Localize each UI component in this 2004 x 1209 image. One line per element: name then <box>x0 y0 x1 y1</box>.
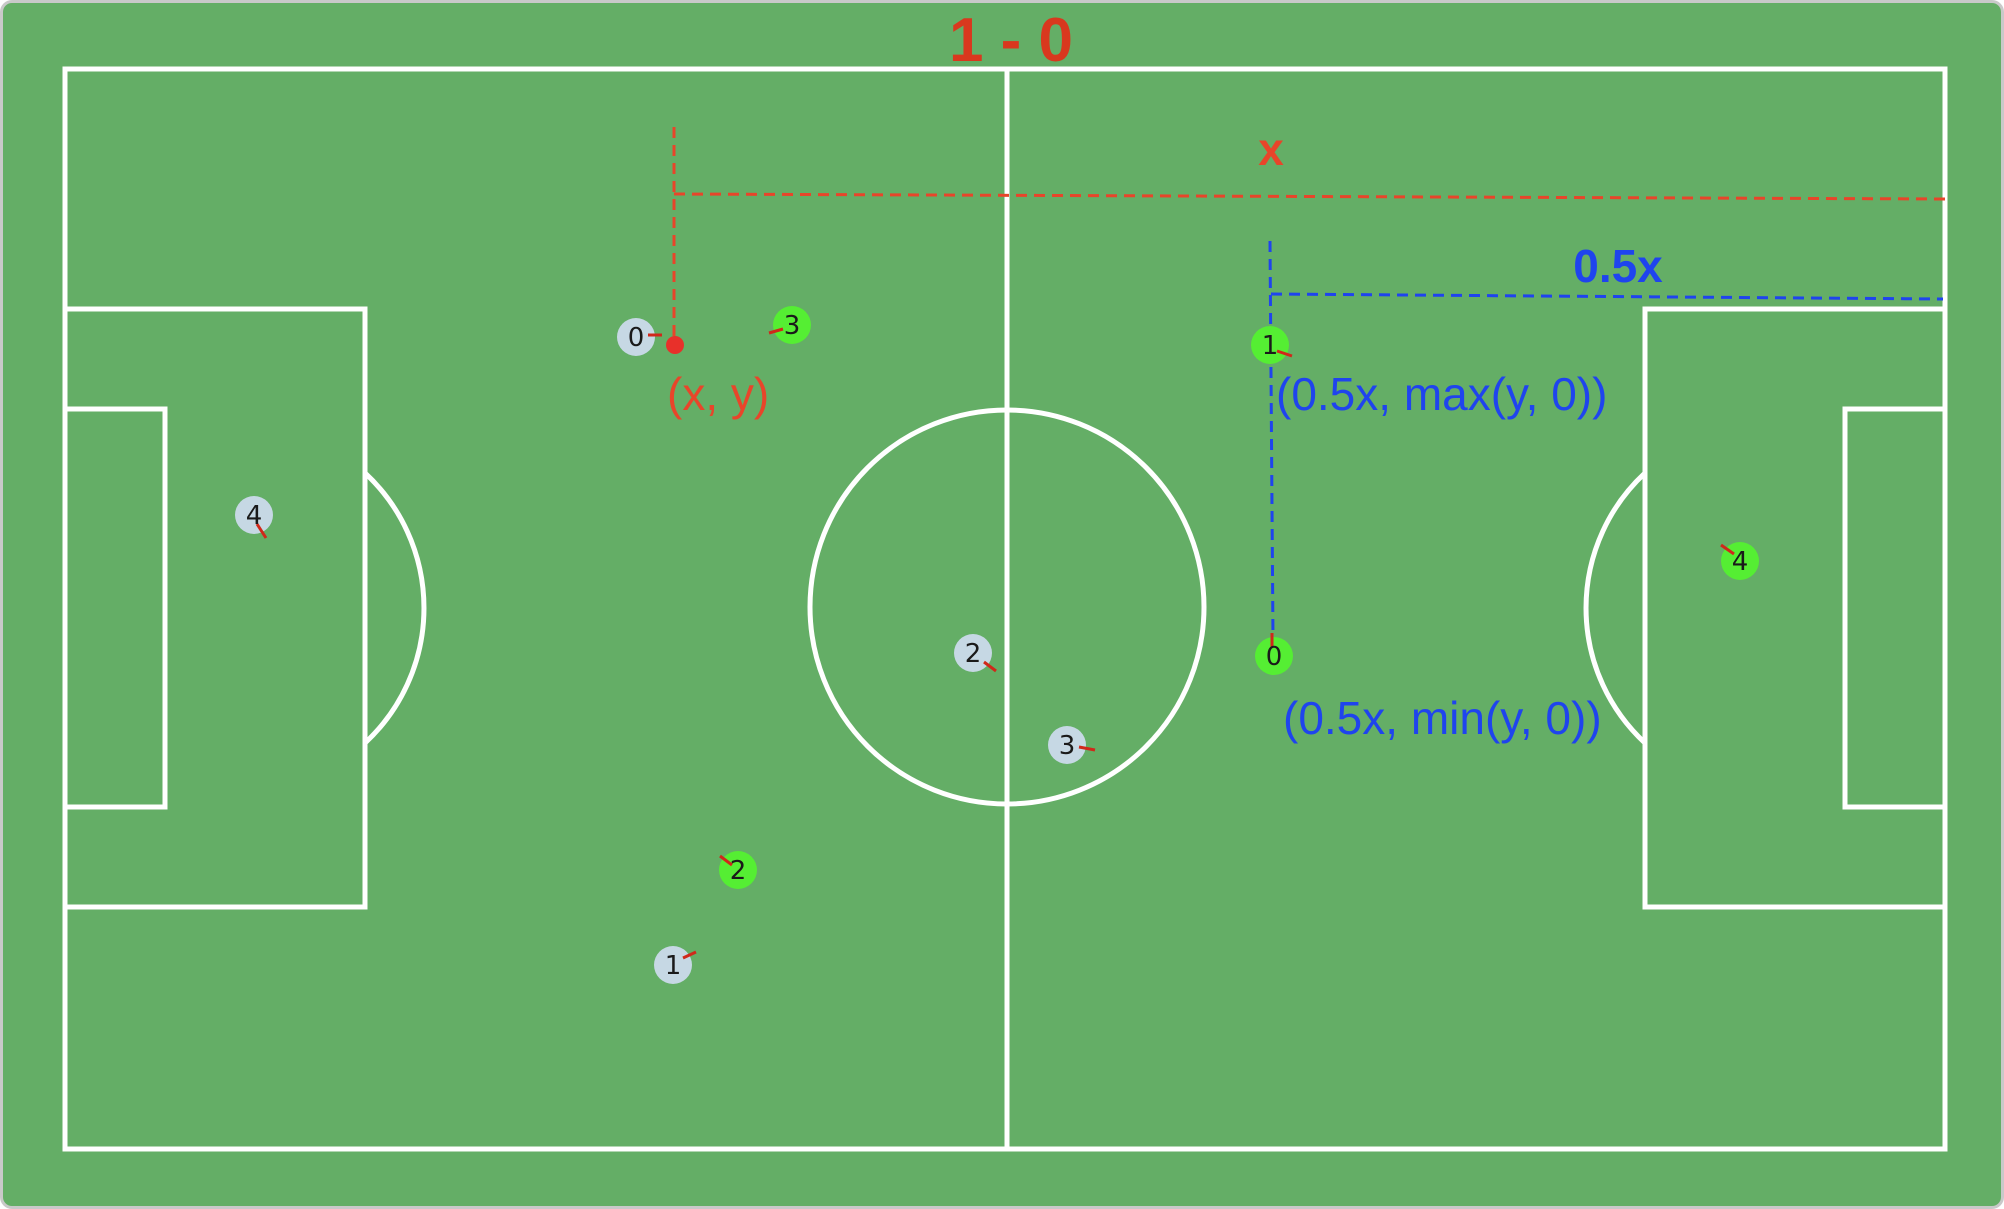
heading-marker <box>719 854 733 867</box>
heading-marker <box>1720 543 1735 556</box>
right-penalty-area <box>1642 306 1948 910</box>
heading-marker <box>983 660 997 673</box>
red-point-label: (x, y) <box>667 368 769 420</box>
player-green-0: 0 <box>1255 633 1293 675</box>
player-light-3: 3 <box>1048 726 1096 764</box>
blue-upper-label: (0.5x, max(y, 0)) <box>1276 368 1607 420</box>
player-green-1: 1 <box>1251 326 1293 364</box>
ball-position-dot <box>666 336 684 354</box>
player-green-3: 3 <box>768 306 811 344</box>
heading-marker <box>1078 745 1096 752</box>
left-goal-area <box>62 406 168 810</box>
red-horizontal-guide <box>673 192 1948 201</box>
pitch-canvas: 1 - 0 x (x, y) 0.5x (0.5x, max(y, 0)) (0… <box>62 6 1948 1152</box>
player-number: 4 <box>1732 547 1749 577</box>
heading-marker <box>768 327 784 335</box>
blue-distance-label: 0.5x <box>1573 240 1663 292</box>
red-distance-label: x <box>1258 123 1284 175</box>
player-number: 4 <box>246 501 263 531</box>
right-goal-area <box>1842 406 1948 810</box>
player-number: 3 <box>784 311 801 341</box>
left-penalty-arc <box>363 471 427 745</box>
player-light-1: 1 <box>654 946 697 984</box>
heading-marker <box>255 523 268 539</box>
green-team: 3 1 4 0 2 <box>719 306 1759 889</box>
player-green-2: 2 <box>719 851 757 889</box>
score-display: 1 - 0 <box>949 6 1073 75</box>
player-number: 0 <box>628 323 645 353</box>
player-light-0: 0 <box>617 318 662 356</box>
left-penalty-area <box>62 306 368 910</box>
blue-annotation: 0.5x (0.5x, max(y, 0)) (0.5x, min(y, 0)) <box>1268 240 1944 744</box>
light-team: 0 4 2 3 1 <box>235 318 1096 984</box>
player-number: 0 <box>1266 642 1283 672</box>
player-number: 2 <box>965 639 982 669</box>
blue-vertical-guide <box>1268 240 1275 640</box>
player-number: 2 <box>730 856 747 886</box>
player-light-2: 2 <box>954 634 997 673</box>
blue-horizontal-guide <box>1270 292 1944 301</box>
player-number: 1 <box>1262 331 1279 361</box>
player-green-4: 4 <box>1720 542 1759 580</box>
heading-marker <box>682 950 697 960</box>
player-number: 3 <box>1059 731 1076 761</box>
player-light-4: 4 <box>235 496 273 539</box>
blue-lower-label: (0.5x, min(y, 0)) <box>1283 692 1602 744</box>
right-penalty-arc <box>1583 471 1647 745</box>
pitch-markings <box>62 66 1948 1152</box>
player-number: 1 <box>665 951 682 981</box>
heading-marker <box>1276 349 1293 358</box>
center-circle <box>807 407 1207 807</box>
red-annotation: x (x, y) <box>666 123 1948 420</box>
